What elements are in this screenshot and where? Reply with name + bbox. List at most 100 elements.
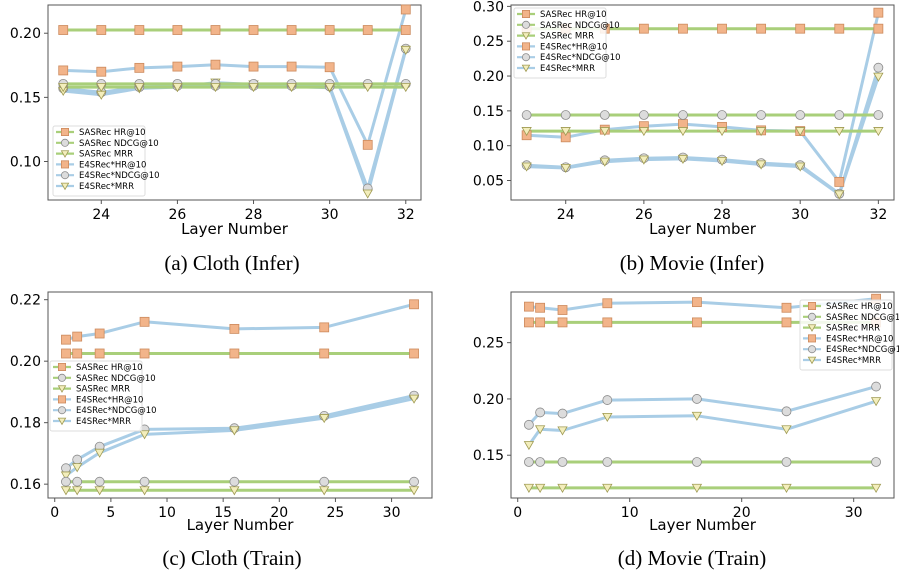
data-point-sasrec-square (172, 25, 183, 35)
y-tick-label: 0.16 (10, 477, 41, 493)
data-point-e4srec-square (96, 66, 107, 77)
x-axis-label: Layer Number (649, 516, 757, 534)
data-point-sasrec-square (524, 317, 534, 328)
data-point-e4srec-square (134, 62, 145, 73)
legend-swatch-marker (58, 395, 67, 404)
data-point-sasrec-triangle (557, 483, 568, 493)
data-point-sasrec-triangle (286, 83, 297, 93)
legend-swatch-marker (807, 324, 817, 332)
legend-entry-label: E4SRec*MRR (540, 64, 595, 74)
data-point-sasrec-square (781, 317, 792, 328)
data-point-e4srec-triangle (523, 441, 535, 451)
data-point-e4srec-square (557, 305, 568, 315)
legend-swatch-marker (60, 150, 70, 158)
legend-swatch-marker (58, 362, 67, 371)
data-point-e4srec-triangle (834, 190, 845, 200)
data-point-sasrec-triangle (408, 486, 420, 496)
x-tick-label: 30 (791, 207, 809, 223)
data-point-e4srec-triangle (94, 448, 105, 458)
x-tick-label: 26 (168, 207, 186, 223)
data-point-e4srec-triangle (781, 425, 792, 435)
tick-labels: 24 26 28 30 32 0.10 0.15 0.20 (10, 26, 415, 223)
legend-swatch-marker (808, 345, 817, 354)
data-point-sasrec-circle (229, 476, 240, 487)
data-point-sasrec-circle (72, 476, 83, 487)
x-tick-label: 5 (106, 505, 115, 521)
data-point-sasrec-square (756, 23, 767, 34)
legend-swatch-marker (522, 42, 531, 51)
y-tick-label: 0.10 (10, 155, 41, 171)
data-point-sasrec-triangle (870, 483, 882, 493)
data-point-e4srec-triangle (521, 162, 532, 172)
data-point-e4srec-circle (524, 419, 534, 430)
data-point-sasrec-circle (557, 457, 568, 467)
data-point-sasrec-triangle (134, 83, 145, 93)
series-line-e4srec-square (526, 12, 880, 184)
data-point-sasrec-triangle (94, 486, 105, 496)
data-point-e4srec-triangle (560, 163, 571, 174)
data-point-e4srec-circle (72, 454, 83, 465)
data-point-e4srec-square (72, 331, 83, 342)
data-point-sasrec-circle (521, 110, 532, 120)
data-point-sasrec-square (248, 25, 259, 35)
x-tick-label: 30 (383, 505, 401, 521)
data-point-sasrec-square (58, 25, 69, 35)
data-point-sasrec-square (692, 317, 702, 328)
data-point-e4srec-square (524, 301, 534, 312)
data-point-e4srec-triangle (870, 397, 882, 407)
tick-labels: 24 26 28 30 32 0.05 0.10 0.15 0.20 0.25 0.30 (473, 0, 887, 223)
data-point-e4srec-triangle (408, 394, 420, 404)
data-point-e4srec-circle (873, 62, 884, 73)
data-point-sasrec-triangle (139, 486, 150, 496)
data-point-e4srec-square (692, 297, 702, 308)
y-tick-label: 0.15 (473, 104, 504, 120)
x-axis-label: Layer Number (181, 220, 289, 238)
legend-entry-label: SASRec HR@10 (76, 363, 143, 373)
panel-caption: (c) Cloth (Train) (162, 546, 301, 570)
x-tick-label: 25 (327, 505, 345, 521)
data-point-sasrec-square (638, 23, 649, 34)
panel-cloth-infer: 24 26 28 30 320.100.150.20 SASRec HR@10SASRe… (10, 4, 422, 275)
data-point-e4srec-circle (692, 394, 702, 404)
data-point-e4srec-circle (602, 395, 613, 405)
data-point-sasrec-circle (602, 457, 613, 467)
legend-entry-label: E4SRec*NDCG@10 (826, 345, 899, 355)
legend-box (52, 125, 146, 197)
data-point-sasrec-square (795, 23, 806, 34)
x-tick-label: 0 (50, 505, 59, 521)
data-point-e4srec-square (210, 59, 221, 70)
data-point-sasrec-triangle (521, 127, 532, 137)
legend-entry-label: E4SRec*MRR (826, 356, 881, 366)
data-point-sasrec-circle (599, 110, 610, 120)
data-point-e4srec-triangle (691, 411, 703, 421)
data-point-e4srec-triangle (319, 414, 330, 424)
y-tick-label: 0.05 (473, 174, 504, 190)
y-tick-label: 0.15 (10, 90, 41, 106)
x-tick-label: 10 (158, 505, 176, 521)
data-point-sasrec-square (210, 25, 221, 35)
data-point-sasrec-triangle (60, 486, 72, 496)
legend-entry-label: SASRec HR@10 (540, 10, 607, 20)
legend-swatch-marker (522, 9, 531, 18)
data-point-sasrec-triangle (677, 127, 689, 137)
legend-box (799, 299, 893, 371)
legend-swatch-marker (60, 182, 70, 191)
data-point-sasrec-square (409, 348, 419, 359)
data-point-e4srec-square (229, 323, 240, 334)
data-point-e4srec-square (94, 328, 105, 339)
data-point-e4srec-square (319, 322, 330, 333)
series-line-e4srec-triangle (526, 76, 880, 196)
data-point-sasrec-circle (692, 457, 702, 467)
data-point-sasrec-square (229, 348, 240, 359)
y-tick-label: 0.22 (10, 293, 41, 309)
data-point-e4srec-square (834, 176, 845, 187)
data-point-e4srec-triangle (557, 426, 568, 436)
data-point-e4srec-square (400, 4, 411, 15)
legend-swatch-marker (807, 356, 817, 365)
data-point-e4srec-square (409, 299, 419, 310)
data-point-sasrec-circle (871, 457, 881, 467)
legend-entry-label: SASRec HR@10 (826, 302, 893, 312)
data-point-e4srec-triangle (873, 72, 884, 82)
x-tick-label: 30 (845, 505, 863, 521)
series-line-e4srec-square (63, 9, 408, 147)
